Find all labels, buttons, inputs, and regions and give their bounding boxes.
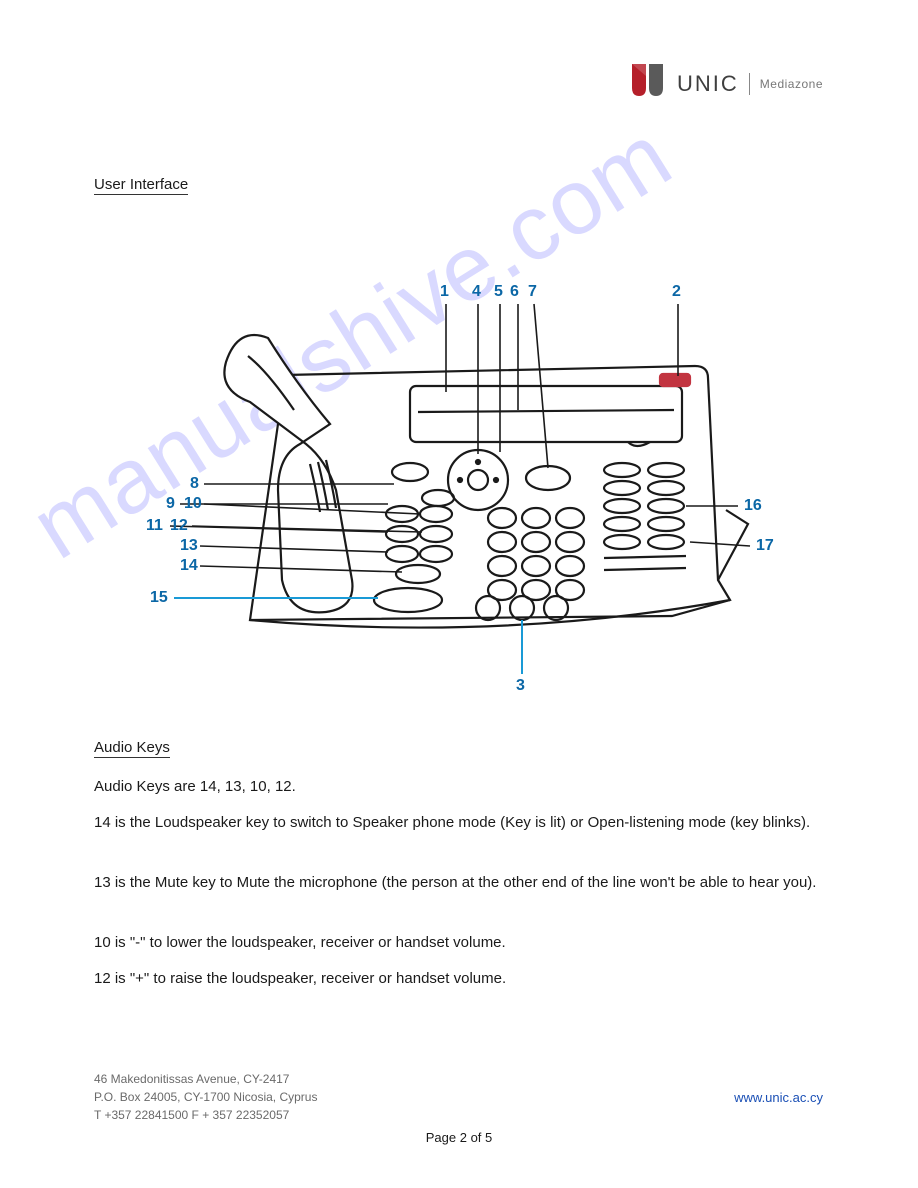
audio-line-1: Audio Keys are 14, 13, 10, 12. bbox=[94, 776, 296, 799]
callout-6: 6 bbox=[510, 283, 519, 300]
footer-line-1: 46 Makedonitissas Avenue, CY-2417 bbox=[94, 1070, 317, 1088]
callout-17: 17 bbox=[756, 537, 774, 554]
page: UNIC Mediazone User Interface manualshiv… bbox=[0, 0, 918, 1188]
footer-line-3: T +357 22841500 F + 357 22352057 bbox=[94, 1106, 317, 1124]
callout-8: 8 bbox=[190, 475, 199, 492]
section-title-user-interface: User Interface bbox=[94, 176, 188, 195]
logo-mark-icon bbox=[629, 62, 667, 106]
callout-4: 4 bbox=[472, 283, 481, 300]
callout-2: 2 bbox=[672, 283, 681, 300]
callout-9: 9 bbox=[166, 495, 175, 512]
callout-13: 13 bbox=[180, 537, 198, 554]
callout-3: 3 bbox=[516, 677, 525, 690]
audio-line-2: 14 is the Loudspeaker key to switch to S… bbox=[94, 812, 810, 835]
callout-10: 10 bbox=[184, 495, 202, 512]
phone-diagram: 1 4 5 6 7 2 8 9 10 11 12 13 14 15 16 17 … bbox=[130, 260, 790, 690]
callout-16: 16 bbox=[744, 497, 762, 514]
callout-12: 12 bbox=[170, 517, 188, 534]
callout-5: 5 bbox=[494, 283, 503, 300]
callout-14: 14 bbox=[180, 557, 198, 574]
logo-subtext: Mediazone bbox=[760, 77, 823, 91]
audio-line-3: 13 is the Mute key to Mute the microphon… bbox=[94, 872, 816, 895]
brand-logo: UNIC Mediazone bbox=[629, 62, 823, 106]
section-title-audio-keys: Audio Keys bbox=[94, 739, 170, 758]
audio-line-4: 10 is "-" to lower the loudspeaker, rece… bbox=[94, 932, 506, 955]
callout-7: 7 bbox=[528, 283, 537, 300]
callout-11: 11 bbox=[146, 517, 163, 534]
audio-line-5: 12 is "+" to raise the loudspeaker, rece… bbox=[94, 968, 506, 991]
logo-text: UNIC bbox=[677, 71, 739, 97]
callout-1: 1 bbox=[440, 283, 449, 300]
footer-address: 46 Makedonitissas Avenue, CY-2417 P.O. B… bbox=[94, 1070, 317, 1124]
footer-website-link[interactable]: www.unic.ac.cy bbox=[734, 1090, 823, 1105]
callout-15: 15 bbox=[150, 589, 168, 606]
logo-divider bbox=[749, 73, 750, 95]
footer-line-2: P.O. Box 24005, CY-1700 Nicosia, Cyprus bbox=[94, 1088, 317, 1106]
page-number: Page 2 of 5 bbox=[0, 1130, 918, 1145]
